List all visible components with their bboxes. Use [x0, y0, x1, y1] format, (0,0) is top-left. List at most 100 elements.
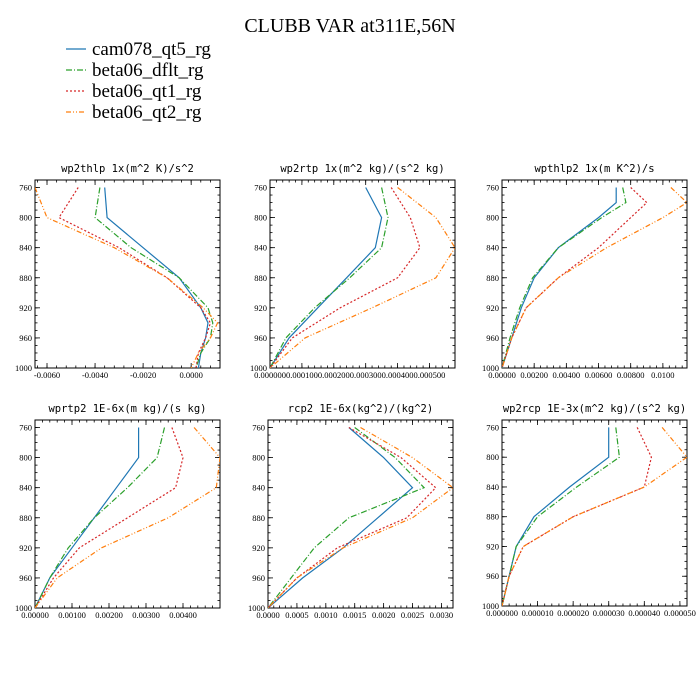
x-tick-label: 0.0020: [372, 610, 395, 620]
x-tick-label: 0.0100: [651, 370, 674, 380]
x-tick-label: 0.00600: [585, 370, 613, 380]
x-tick-label: 0.00200: [95, 610, 123, 620]
y-tick-label: 880: [19, 273, 32, 283]
x-tick-label: 0.00000: [21, 610, 49, 620]
y-tick-label: 800: [486, 213, 499, 223]
y-tick-label: 840: [254, 243, 267, 253]
series-line: [35, 187, 219, 368]
y-tick-label: 1000: [482, 601, 499, 611]
series-line: [94, 187, 214, 368]
x-tick-label: 0.00300: [132, 610, 160, 620]
series-line: [270, 187, 383, 368]
x-tick-label: 0.0010: [314, 610, 337, 620]
y-tick-label: 800: [486, 452, 499, 462]
series-line: [268, 426, 453, 608]
x-tick-label: 0.000100: [286, 370, 318, 380]
y-tick-label: 800: [254, 213, 267, 223]
x-tick-label: 0.0000: [256, 610, 279, 620]
y-tick-label: 880: [19, 513, 32, 523]
x-tick-label: 0.0000: [179, 370, 202, 380]
y-tick-label: 1000: [15, 363, 32, 373]
series-line: [502, 427, 687, 606]
y-tick-label: 880: [486, 512, 499, 522]
x-tick-label: 0.000200: [318, 370, 350, 380]
legend-item: beta06_qt1_rg: [66, 81, 202, 102]
y-tick-label: 880: [486, 273, 499, 283]
series-line: [268, 426, 437, 608]
plot-frame: [269, 179, 456, 369]
x-tick-label: 0.000300: [350, 370, 382, 380]
chart-panel: rcp2 1E-6x(kg^2)/(kg^2) 760 800 840 880 920 96…: [248, 403, 454, 620]
y-tick-label: 920: [254, 303, 267, 313]
y-tick-label: 920: [19, 303, 32, 313]
series-line: [502, 427, 653, 606]
chart-title: wp2rcp 1E-3x(m^2 kg)/(s^2 kg): [503, 403, 686, 415]
y-tick-label: 760: [486, 183, 499, 193]
legend-label: beta06_dflt_rg: [92, 60, 204, 81]
chart-panel: wp2rcp 1E-3x(m^2 kg)/(s^2 kg) 760 800 840 88…: [482, 403, 696, 618]
series-line: [270, 187, 455, 368]
x-tick-label: 0.000010: [522, 608, 554, 618]
plot-frame: [34, 419, 221, 609]
x-tick-label: 0.000000: [486, 608, 518, 618]
x-tick-label: 0.00200: [520, 370, 548, 380]
series-line: [268, 427, 414, 608]
series-line: [35, 427, 184, 608]
series-line: [58, 187, 212, 368]
y-tick-label: 920: [252, 543, 265, 553]
series-line: [502, 187, 617, 368]
series-line: [104, 187, 209, 368]
chart-panel: wp2rtp 1x(m^2 kg)/(s^2 kg) 760 800 840 880 92…: [250, 163, 456, 380]
series-line: [35, 427, 140, 608]
series-line: [502, 187, 687, 368]
series-line: [268, 427, 426, 608]
x-tick-label: 0.00400: [553, 370, 581, 380]
series-line: [502, 187, 627, 368]
series-line: [270, 187, 421, 368]
chart-title: wp2thlp 1x(m^2 K)/s^2: [61, 163, 194, 175]
series-line: [502, 427, 621, 606]
x-tick-label: 0.000500: [414, 370, 446, 380]
y-tick-label: 760: [254, 183, 267, 193]
chart-panel: wprtp2 1E-6x(m kg)/(s kg) 760 800 840 880 920…: [15, 403, 221, 620]
y-tick-label: 800: [19, 453, 32, 463]
x-tick-label: 0.000400: [382, 370, 414, 380]
plot-frame: [501, 419, 688, 607]
y-tick-label: 840: [19, 243, 32, 253]
y-tick-label: 960: [486, 571, 499, 581]
x-tick-label: 0.000000: [254, 370, 286, 380]
x-tick-label: -0.0040: [82, 370, 108, 380]
legend: cam078_qt5_rg beta06_dflt_rg beta06_qt1_…: [66, 39, 211, 123]
plot-frame: [34, 179, 221, 369]
y-tick-label: 1000: [15, 603, 32, 613]
x-tick-label: 0.000030: [593, 608, 625, 618]
y-tick-label: 760: [486, 422, 499, 432]
chart-panel: wpthlp2 1x(m K^2)/s 760 800 840 880 920 960 100…: [482, 163, 688, 380]
y-tick-label: 960: [19, 333, 32, 343]
series-line: [35, 427, 220, 608]
panels: wp2thlp 1x(m^2 K)/s^2 760 800 840 880 920 960 1…: [15, 163, 696, 620]
y-tick-label: 960: [486, 333, 499, 343]
y-tick-label: 880: [254, 273, 267, 283]
x-tick-label: 0.0025: [401, 610, 424, 620]
y-tick-label: 800: [252, 453, 265, 463]
x-tick-label: 0.00400: [169, 610, 197, 620]
y-tick-label: 880: [252, 513, 265, 523]
y-tick-label: 1000: [250, 363, 267, 373]
x-tick-label: 0.00800: [617, 370, 645, 380]
legend-label: beta06_qt1_rg: [92, 81, 202, 102]
series-line: [35, 427, 166, 608]
x-tick-label: -0.0020: [130, 370, 156, 380]
chart-panel: wp2thlp 1x(m^2 K)/s^2 760 800 840 880 920 960 1…: [15, 163, 221, 380]
series-line: [270, 187, 389, 368]
plot-frame: [501, 179, 688, 369]
legend-label: beta06_qt2_rg: [92, 102, 202, 123]
y-tick-label: 1000: [248, 603, 265, 613]
chart-title: wp2rtp 1x(m^2 kg)/(s^2 kg): [280, 163, 444, 175]
series-line: [502, 187, 648, 368]
x-tick-label: 0.00000: [488, 370, 516, 380]
y-tick-label: 960: [252, 573, 265, 583]
legend-item: cam078_qt5_rg: [66, 39, 211, 60]
x-tick-label: 0.0015: [343, 610, 366, 620]
y-tick-label: 960: [19, 573, 32, 583]
